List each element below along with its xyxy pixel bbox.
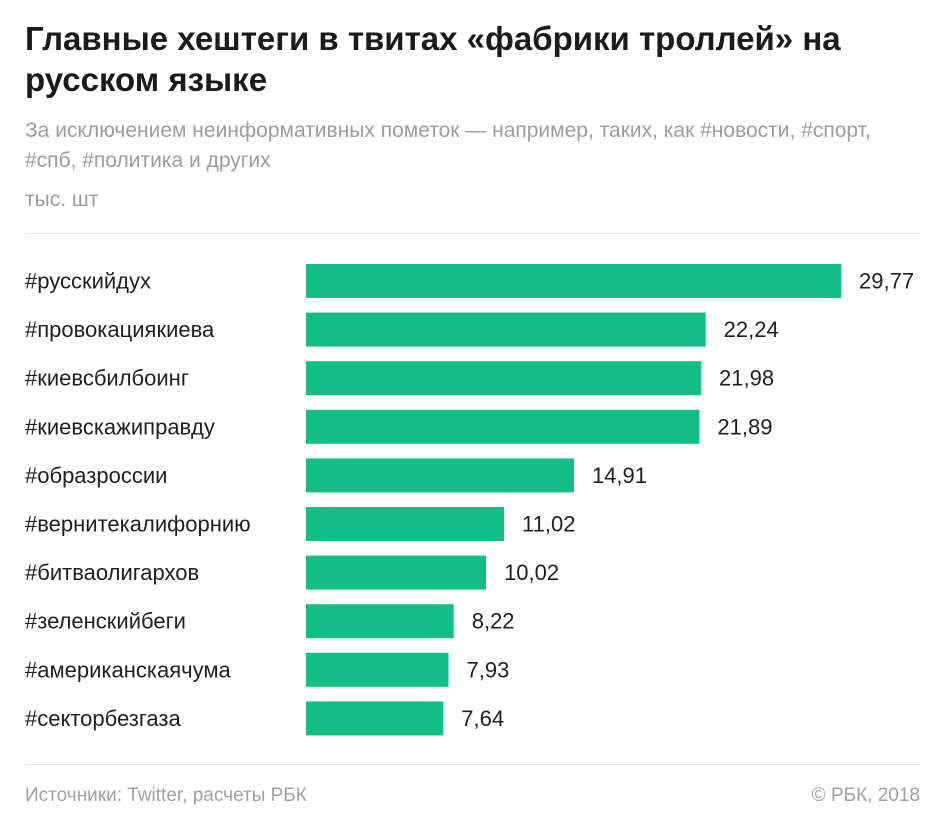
category-label: #битваолигархов	[25, 560, 199, 585]
bar	[306, 312, 706, 347]
bar	[306, 652, 449, 687]
source-note: Источники: Twitter, расчеты РБК	[25, 785, 307, 806]
bottom-divider	[25, 764, 920, 765]
category-label: #киевскажиправду	[25, 414, 215, 439]
bar	[306, 458, 574, 493]
value-label: 8,22	[472, 609, 515, 634]
bar	[306, 409, 700, 444]
value-label: 10,02	[504, 560, 559, 585]
category-label: #зеленскийбеги	[25, 609, 186, 634]
value-label: 21,89	[717, 414, 772, 439]
chart-title: Главные хештеги в твитах «фабрики тролле…	[25, 20, 841, 98]
value-label: 7,93	[467, 657, 510, 682]
units-label: тыс. шт	[25, 188, 99, 211]
value-label: 14,91	[592, 463, 647, 488]
value-label: 29,77	[859, 269, 914, 294]
top-divider	[25, 233, 920, 234]
bar	[306, 507, 505, 541]
chart-subtitle: За исключением неинформативных пометок —…	[25, 119, 871, 172]
category-label: #образроссии	[25, 463, 167, 488]
bar-chart: #русскийдух 29,77 #провокациякиева 22,24 #ки…	[25, 264, 914, 736]
value-label: 21,98	[719, 366, 774, 391]
value-label: 22,24	[724, 317, 779, 342]
value-label: 11,02	[522, 512, 575, 537]
bar	[306, 604, 454, 639]
bar	[306, 555, 487, 590]
category-label: #вернитекалифорнию	[25, 512, 251, 537]
bar	[306, 361, 702, 396]
category-label: #секторбезгаза	[25, 706, 181, 731]
category-label: #американскаячума	[25, 657, 231, 682]
copyright-note: © РБК, 2018	[811, 785, 920, 806]
category-label: #киевсбилбоинг	[25, 366, 189, 391]
bar	[306, 701, 444, 736]
category-label: #русскийдух	[25, 269, 151, 294]
value-label: 7,64	[461, 706, 504, 731]
bar	[306, 264, 841, 298]
category-label: #провокациякиева	[25, 317, 215, 342]
